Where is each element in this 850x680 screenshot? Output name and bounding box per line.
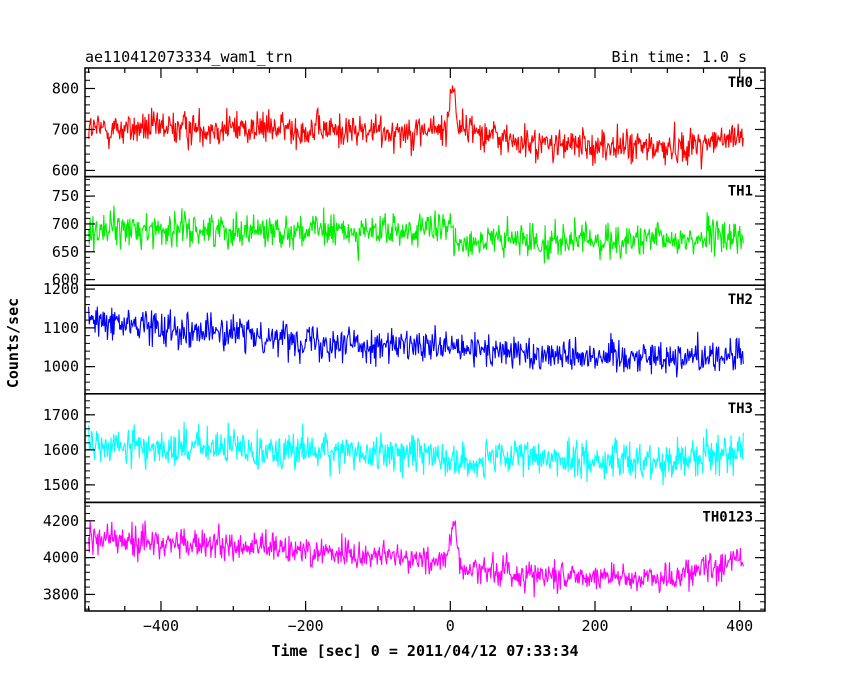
series-line-th1 [88, 205, 744, 264]
y-tick-label: 700 [52, 215, 79, 233]
x-tick-label: −400 [143, 617, 179, 635]
x-tick-label: −200 [288, 617, 324, 635]
panel-label-th1: TH1 [728, 184, 753, 200]
panel-stack: 600 700 800 TH0 600 650 700 750 TH1 1000 1100 1200 T… [43, 67, 766, 612]
y-tick-label: 700 [52, 120, 79, 138]
y-tick-label: 1200 [43, 280, 79, 298]
plot-title: ae110412073334_wam1_trn [85, 48, 293, 66]
y-tick-label: 4000 [43, 549, 79, 567]
y-tick-label: 750 [52, 187, 79, 205]
y-axis-label: Counts/sec [4, 298, 22, 388]
panel-th1: 600 650 700 750 TH1 [52, 175, 766, 289]
x-tick-label: 0 [446, 617, 455, 635]
series-line-th0 [88, 85, 744, 170]
y-tick-label: 3800 [43, 585, 79, 603]
y-tick-label: 1100 [43, 319, 79, 337]
x-axis-label: Time [sec] 0 = 2011/04/12 07:33:34 [271, 642, 578, 660]
y-tick-label: 800 [52, 79, 79, 97]
series-line-th0123 [88, 520, 744, 598]
panel-th3: 1500 1600 1700 TH3 [43, 393, 766, 504]
panel-th2: 1000 1100 1200 TH2 [43, 280, 766, 395]
y-tick-label: 600 [52, 161, 79, 179]
x-tick-label: 200 [581, 617, 608, 635]
x-axis: −400 −200 0 200 400 [88, 68, 753, 635]
panel-label-th3: TH3 [728, 401, 753, 417]
panel-frame [84, 501, 766, 612]
y-tick-label: 1500 [43, 476, 79, 494]
panel-label-th2: TH2 [728, 292, 753, 308]
series-line-th2 [88, 306, 744, 378]
panel-label-th0: TH0 [728, 75, 753, 91]
panel-label-th0123: TH0123 [702, 509, 753, 525]
x-tick-label: 400 [726, 617, 753, 635]
bin-time-label: Bin time: 1.0 s [612, 48, 747, 66]
y-tick-label: 1700 [43, 406, 79, 424]
y-tick-label: 1000 [43, 358, 79, 376]
y-tick-label: 4200 [43, 512, 79, 530]
y-tick-label: 650 [52, 243, 79, 261]
panel-frame [84, 284, 766, 395]
panel-th0123: 3800 4000 4200 TH0123 [43, 501, 766, 612]
series-line-th3 [88, 421, 744, 486]
y-tick-label: 1600 [43, 441, 79, 459]
panel-th0: 600 700 800 TH0 [52, 67, 766, 179]
y-tick-label: 600 [52, 271, 79, 289]
